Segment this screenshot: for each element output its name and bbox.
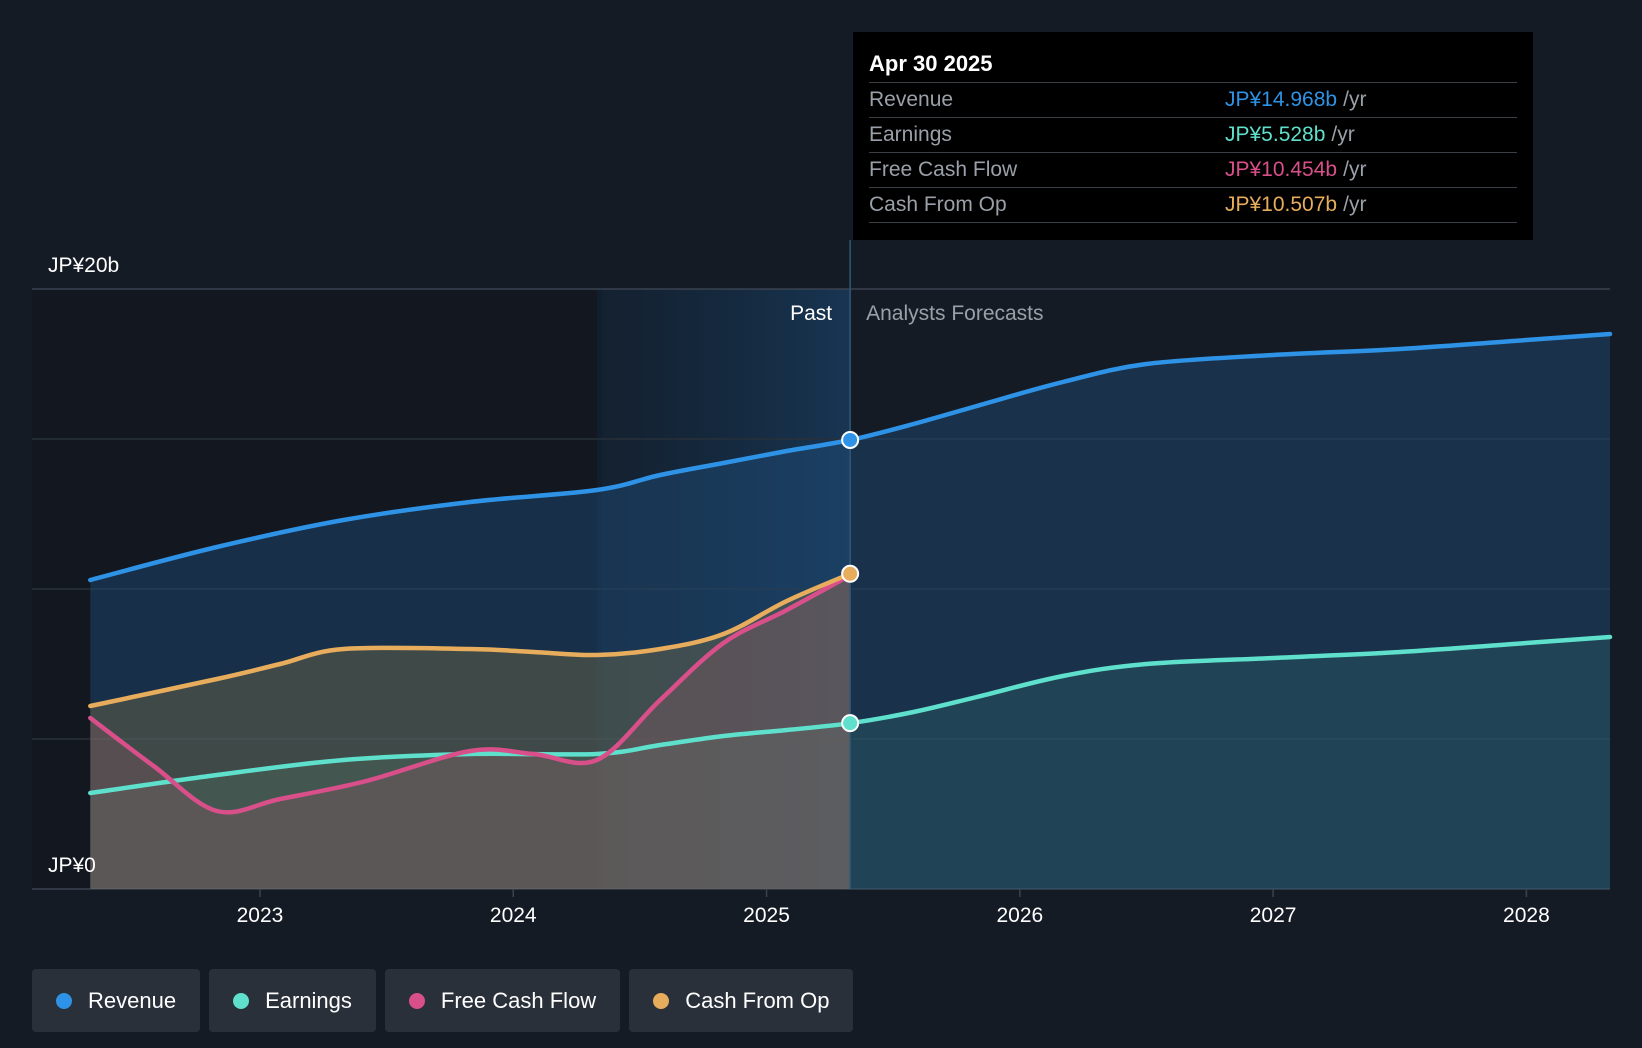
- y-tick-top: JP¥20b: [48, 254, 119, 277]
- tooltip-unit: /yr: [1343, 193, 1367, 216]
- line-cash-from-op: [88, 571, 853, 709]
- legend-label: Cash From Op: [685, 987, 830, 1013]
- forecast-label: Analysts Forecasts: [866, 302, 1043, 325]
- earnings-dot-icon: [233, 992, 250, 1009]
- area-free-cash-flow: [90, 575, 851, 889]
- series-markers: [841, 430, 860, 733]
- legend-label: Earnings: [265, 987, 352, 1013]
- x-tick-label: 2025: [743, 904, 790, 927]
- free-cash-flow-dot-icon: [408, 992, 425, 1009]
- marker-earnings: [841, 714, 860, 733]
- tooltip-label: Revenue: [869, 88, 954, 111]
- tooltip-label: Cash From Op: [869, 193, 1007, 216]
- tooltip-label: Free Cash Flow: [869, 158, 1018, 181]
- x-tick-label: 2023: [237, 904, 284, 927]
- legend-item-cash-from-op[interactable]: Cash From Op: [629, 969, 854, 1032]
- tooltip-value: JP¥10.507b: [1225, 193, 1338, 216]
- tooltip-date: Apr 30 2025: [869, 51, 993, 76]
- legend-label: Revenue: [88, 987, 177, 1013]
- marker-revenue: [841, 430, 860, 449]
- revenue-dot-icon: [56, 992, 72, 1009]
- legend-item-free-cash-flow[interactable]: Free Cash Flow: [384, 969, 621, 1032]
- tooltip-value: JP¥14.968b: [1225, 88, 1338, 111]
- past-label: Past: [790, 302, 832, 325]
- marker-cash-from-op: [841, 564, 860, 583]
- legend: Revenue Earnings Free Cash Flow Cash Fro…: [32, 969, 854, 1032]
- tooltip-row-free-cash-flow: Free Cash Flow JP¥10.454b /yr: [869, 152, 1517, 187]
- x-tick-label: 2028: [1503, 904, 1550, 927]
- tooltip-unit: /yr: [1343, 88, 1367, 111]
- x-tick-label: 2027: [1250, 904, 1297, 927]
- tooltip-row-earnings: Earnings JP¥5.528b /yr: [869, 117, 1517, 152]
- tooltip-value: JP¥10.454b: [1225, 158, 1338, 181]
- line-free-cash-flow: [88, 573, 853, 815]
- tooltip-unit: /yr: [1343, 158, 1367, 181]
- tooltip-row-revenue: Revenue JP¥14.968b /yr: [869, 82, 1517, 117]
- legend-label: Free Cash Flow: [440, 987, 597, 1013]
- legend-item-revenue[interactable]: Revenue: [32, 969, 201, 1032]
- cash-from-op-dot-icon: [653, 992, 670, 1009]
- tooltip-row-cash-from-op: Cash From Op JP¥10.507b /yr: [869, 187, 1517, 223]
- y-tick-bottom: JP¥0: [48, 854, 96, 877]
- tooltip-unit: /yr: [1331, 123, 1355, 146]
- tooltip-value: JP¥5.528b: [1225, 123, 1326, 146]
- tooltip: Apr 30 2025 Revenue JP¥14.968b /yr Earni…: [853, 32, 1533, 240]
- x-tick-label: 2024: [490, 904, 537, 927]
- tooltip-label: Earnings: [869, 123, 952, 146]
- x-tick-label: 2026: [996, 904, 1043, 927]
- legend-item-earnings[interactable]: Earnings: [209, 969, 376, 1032]
- area-cash-from-op: [90, 573, 851, 889]
- x-axis-ticks: 2023 2024 2025 2026 2027 2028: [237, 889, 1550, 927]
